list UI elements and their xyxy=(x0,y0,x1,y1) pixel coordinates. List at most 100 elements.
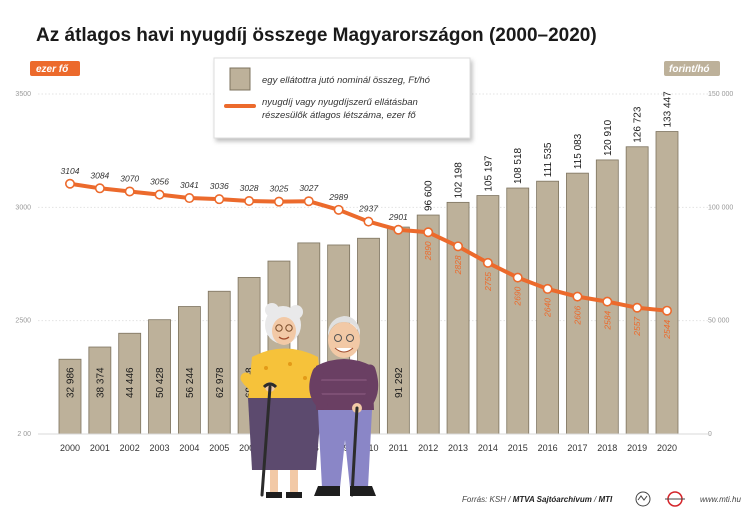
bar-2005 xyxy=(207,290,231,435)
source-footer: Forrás: KSH / MTVA Sajtóarchívum / MTI w… xyxy=(462,491,741,507)
man-face xyxy=(328,322,360,358)
bar-value-label-2013: 102 198 xyxy=(454,162,465,199)
bar-value-label-2019: 126 723 xyxy=(633,106,644,143)
legend-bar-swatch xyxy=(229,67,251,91)
line-value-label-2020: 2544 xyxy=(662,320,672,340)
bar-value-label-2016: 111 535 xyxy=(543,142,554,177)
right-unit-label: forint/hó xyxy=(669,64,710,75)
bar-2015 xyxy=(506,187,530,435)
x-tick-label-2005: 2005 xyxy=(209,443,229,453)
line-point-2000 xyxy=(65,178,76,189)
bar-value-label-2000: 32 986 xyxy=(66,367,77,398)
line-value-label-2019: 2557 xyxy=(632,317,642,337)
line-value-label-2007: 3025 xyxy=(269,184,288,194)
x-tick-label-2012: 2012 xyxy=(418,443,438,453)
x-tick-label-2003: 2003 xyxy=(150,443,170,453)
line-point-2006 xyxy=(244,195,255,206)
x-tick-label-2019: 2019 xyxy=(627,443,647,453)
bar-2014 xyxy=(476,195,500,435)
x-tick-label-2006: 2006 xyxy=(239,443,259,453)
bar-2019 xyxy=(625,146,649,435)
line-point-2011 xyxy=(393,224,404,235)
elderly-man-figure xyxy=(309,316,379,497)
line-point-2013 xyxy=(453,241,464,252)
left-axis-tick-label: 2500 xyxy=(15,318,31,325)
x-tick-label-2018: 2018 xyxy=(597,443,617,453)
left-unit-tag-bg xyxy=(30,61,80,76)
bar-value-label-2015: 108 518 xyxy=(513,147,524,184)
mti-logo-icon xyxy=(635,491,651,507)
line-value-label-2015: 2690 xyxy=(513,286,523,306)
source-mti: MTI xyxy=(598,495,613,504)
bar-value-label-2020: 133 447 xyxy=(663,91,674,128)
line-value-label-2006: 3028 xyxy=(240,183,259,193)
line-value-label-2011: 2901 xyxy=(388,212,408,222)
line-point-2009 xyxy=(333,204,344,215)
source-sep: / xyxy=(592,495,599,504)
x-tick-label-2001: 2001 xyxy=(90,443,110,453)
legend-line-label-1: nyugdíj vagy nyugdíjszerű ellátásban xyxy=(262,97,418,108)
line-series xyxy=(65,178,672,316)
line-point-2017 xyxy=(572,291,583,302)
bar-value-label-2012: 96 600 xyxy=(424,180,435,211)
woman-skirt xyxy=(248,398,322,470)
legend: egy ellátottra jutó nominál összeg, Ft/h… xyxy=(213,57,471,139)
bar-value-label-2004: 56 244 xyxy=(185,367,196,398)
elderly-woman-figure xyxy=(240,303,322,498)
line-value-label-2010: 2937 xyxy=(358,204,378,214)
line-point-2016 xyxy=(542,283,553,294)
x-tick-label-2000: 2000 xyxy=(60,443,80,453)
x-tick-label-2020: 2020 xyxy=(657,443,677,453)
left-unit-tag: ezer fő xyxy=(30,61,80,76)
line-point-2020 xyxy=(661,305,672,316)
line-value-label-2016: 2640 xyxy=(543,298,553,318)
line-point-2010 xyxy=(363,216,374,227)
line-value-label-2003: 3056 xyxy=(150,177,169,187)
legend-box xyxy=(213,57,471,139)
line-value-label-2004: 3041 xyxy=(180,180,199,190)
line-value-label-2012: 2890 xyxy=(423,241,433,261)
x-tick-label-2011: 2011 xyxy=(389,443,408,453)
x-tick-label-2015: 2015 xyxy=(508,443,528,453)
line-point-2014 xyxy=(482,257,493,268)
bar-2020 xyxy=(655,131,679,435)
bar-value-label-2003: 50 428 xyxy=(155,367,166,398)
man-cane xyxy=(350,406,359,497)
left-unit-label: ezer fő xyxy=(36,64,69,75)
right-axis-tick-label: 150 000 xyxy=(708,91,733,98)
x-tick-label-2016: 2016 xyxy=(538,443,558,453)
left-axis-tick-label: 3000 xyxy=(15,204,31,211)
x-tick-label-2014: 2014 xyxy=(478,443,498,453)
source-prefix: Forrás: KSH / xyxy=(462,495,513,504)
line-value-label-2000: 3104 xyxy=(61,166,80,176)
legend-bar-label: egy ellátottra jutó nominál összeg, Ft/h… xyxy=(262,75,431,86)
line-point-2019 xyxy=(632,302,643,313)
man-sweater xyxy=(316,359,374,410)
line-point-2005 xyxy=(214,194,225,205)
right-axis-tick-label: 50 000 xyxy=(708,318,730,325)
bar-value-label-2017: 115 083 xyxy=(573,133,584,169)
line-point-2015 xyxy=(512,272,523,283)
bar-value-label-2014: 105 197 xyxy=(483,155,494,192)
line-value-label-2013: 2828 xyxy=(453,255,463,275)
line-point-2002 xyxy=(124,186,135,197)
legend-line-label-2: részesülők átlagos létszáma, ezer fő xyxy=(262,110,416,121)
line-value-label-2005: 3036 xyxy=(210,181,229,191)
x-tick-label-2002: 2002 xyxy=(120,443,140,453)
chart-title: Az átlagos havi nyugdíj összege Magyaror… xyxy=(36,25,597,46)
left-axis-tick-label: 2 00 xyxy=(17,431,31,438)
bar-value-label-2001: 38 374 xyxy=(95,367,106,398)
line-value-label-2008: 3027 xyxy=(299,183,318,193)
line-value-label-2001: 3084 xyxy=(90,170,109,180)
line-value-label-2018: 2584 xyxy=(602,310,612,330)
bar-2011 xyxy=(386,226,410,435)
left-axis-tick-label: 3500 xyxy=(15,91,31,98)
bar-value-label-2011: 91 292 xyxy=(394,367,405,398)
line-point-2018 xyxy=(602,296,613,307)
mtva-logo-icon xyxy=(665,491,685,507)
right-axis-tick-label: 100 000 xyxy=(708,204,733,211)
line-value-label-2017: 2606 xyxy=(572,305,582,325)
source-line: Forrás: KSH / MTVA Sajtóarchívum / MTI xyxy=(462,495,613,504)
